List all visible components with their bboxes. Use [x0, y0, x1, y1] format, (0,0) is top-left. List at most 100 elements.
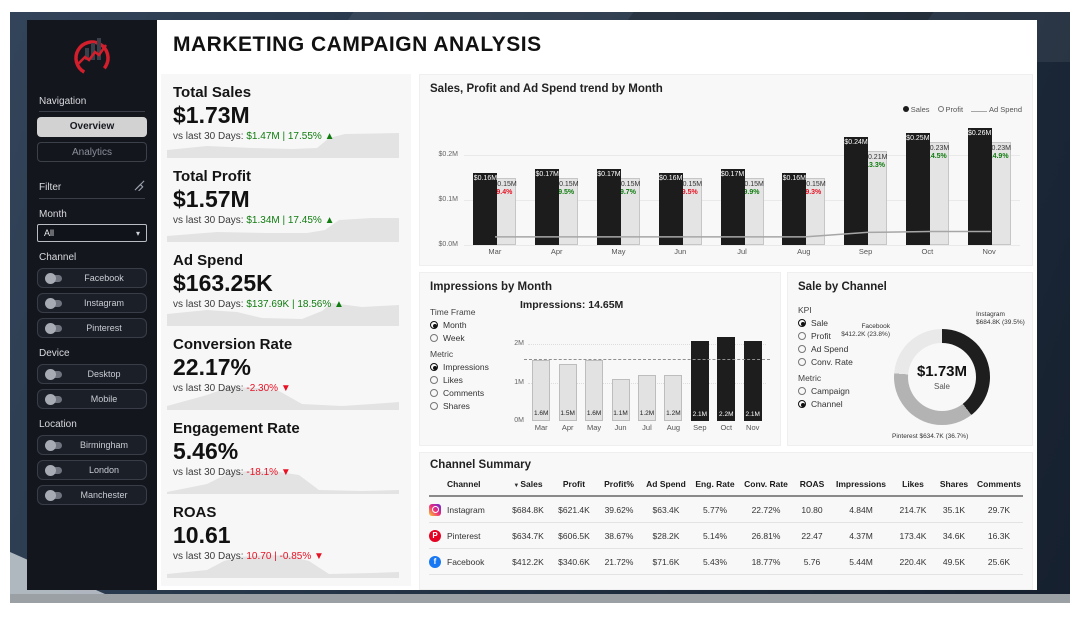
sales-bar[interactable]: $0.17M — [535, 168, 560, 245]
toggle-desktop[interactable]: Desktop — [37, 364, 147, 384]
impressions-x-axis: Mar Apr May Jun Jul Aug Sep Oct Nov — [528, 423, 766, 432]
month-select[interactable]: All ▾ — [37, 224, 147, 242]
clear-filter-icon[interactable] — [134, 180, 145, 194]
slice-amount: $412.2K (23.8%) — [841, 331, 890, 339]
metric-option-shares[interactable]: Shares — [430, 401, 516, 411]
sales-bar[interactable]: $0.16M — [658, 173, 683, 245]
impressions-bar[interactable]: 2.1M — [690, 340, 709, 421]
toggle-instagram[interactable]: Instagram — [37, 293, 147, 313]
profit-growth-label: 9.9% — [743, 188, 760, 196]
column-header-conv-rate[interactable]: Conv. Rate — [744, 479, 788, 489]
trend-month-group: $0.17M $0.15M 9.7% — [588, 119, 650, 245]
metric-option-channel[interactable]: Channel — [798, 399, 870, 409]
sales-bar[interactable]: $0.17M — [596, 168, 621, 245]
sales-bar-label: $0.26M — [967, 130, 992, 137]
radio-icon — [430, 389, 438, 397]
donut-chart[interactable]: $1.73M Sale — [894, 329, 990, 425]
x-axis-label: Apr — [550, 247, 563, 256]
table-row-facebook[interactable]: f Facebook $412.2K $340.6K 21.72% $71.6K 5.43%… — [429, 549, 1023, 575]
impressions-bar-column: 2.1M — [740, 331, 766, 421]
toggle-mobile[interactable]: Mobile — [37, 389, 147, 409]
column-header-likes[interactable]: Likes — [902, 479, 924, 489]
x-axis-label: Oct — [921, 247, 934, 256]
sales-bar[interactable]: $0.26M — [967, 128, 992, 245]
column-header-roas[interactable]: ROAS — [799, 479, 825, 489]
toggle-label: London — [88, 465, 120, 475]
metric-option-impressions[interactable]: Impressions — [430, 362, 516, 372]
table-cell: $71.6K — [652, 556, 680, 567]
nav-button-analytics[interactable]: Analytics — [37, 142, 147, 162]
channel-name-cell: Facebook — [447, 556, 485, 567]
impressions-bar[interactable]: 1.6M — [585, 359, 604, 421]
impressions-bar-label: 1.1M — [613, 410, 628, 417]
table-cell: 5.14% — [702, 530, 728, 541]
impressions-bar-label: 2.2M — [719, 411, 734, 418]
column-header-profit-[interactable]: Profit% — [604, 479, 634, 489]
metric-option-campaign[interactable]: Campaign — [798, 386, 870, 396]
table-cell: 5.44M — [849, 556, 873, 567]
table-cell: 21.72% — [604, 556, 634, 567]
column-header-sales[interactable]: ▼Sales — [513, 479, 543, 489]
time-frame-option-month[interactable]: Month — [430, 320, 516, 330]
column-header-profit[interactable]: Profit — [562, 479, 586, 489]
kpi-value: $163.25K — [173, 270, 273, 296]
toggle-facebook[interactable]: Facebook — [37, 268, 147, 288]
nav-button-overview[interactable]: Overview — [37, 117, 147, 137]
column-header-channel[interactable]: Channel — [447, 479, 481, 489]
column-header-shares[interactable]: Shares — [939, 479, 969, 489]
metric-option-likes[interactable]: Likes — [430, 375, 516, 385]
slice-label-facebook: Facebook $412.2K (23.8%) — [814, 323, 890, 340]
table-row-instagram[interactable]: Instagram $684.8K $621.4K 39.62% $63.4K 5.77%… — [429, 497, 1023, 523]
kpi-compare: vs last 30 Days: $1.47M | 17.55% ▲ — [173, 131, 411, 142]
time-frame-option-week[interactable]: Week — [430, 333, 516, 343]
impressions-bar[interactable]: 1.5M — [558, 363, 577, 421]
table-row-pinterest[interactable]: P Pinterest $634.7K $606.5K 38.67% $28.2K 5.14… — [429, 523, 1023, 549]
kpi-value: $1.73M — [173, 102, 250, 128]
kpi-option-sale[interactable]: Sale — [798, 318, 870, 328]
profit-bar-label: $0.15M — [740, 180, 764, 188]
impressions-bar-label: 2.1M — [692, 411, 708, 418]
impressions-bar[interactable]: 1.6M — [532, 359, 551, 421]
metric-option-comments[interactable]: Comments — [430, 388, 516, 398]
toggle-birmingham[interactable]: Birmingham — [37, 435, 147, 455]
sales-bar[interactable]: $0.17M — [720, 168, 745, 245]
impressions-bar-label: 1.5M — [560, 410, 575, 417]
sales-bar[interactable]: $0.25M — [905, 132, 930, 245]
impressions-bar-label: 1.6M — [533, 410, 549, 417]
sales-bar[interactable]: $0.24M — [844, 137, 869, 245]
kpi-option-conv-rate[interactable]: Conv. Rate — [798, 357, 870, 367]
profit-bar-label: $0.21M — [864, 153, 888, 161]
impressions-bar[interactable]: 2.1M — [743, 340, 762, 421]
sales-bar[interactable]: $0.16M — [782, 173, 807, 245]
column-header-impressions[interactable]: Impressions — [835, 479, 887, 489]
table-cell: 16.3K — [987, 530, 1011, 541]
column-header-eng-rate[interactable]: Eng. Rate — [695, 479, 735, 489]
toggle-manchester[interactable]: Manchester — [37, 485, 147, 505]
column-header-comments[interactable]: Comments — [977, 479, 1021, 489]
toggle-pinterest[interactable]: Pinterest — [37, 318, 147, 338]
impressions-bar[interactable]: 1.2M — [637, 375, 656, 421]
sales-bar[interactable]: $0.16M — [473, 173, 498, 245]
table-cell: $634.7K — [512, 530, 544, 541]
table-cell: $63.4K — [652, 504, 680, 515]
impressions-bar-column: 1.6M — [581, 331, 607, 421]
column-header-ad-spend[interactable]: Ad Spend — [646, 479, 686, 489]
table-cell: 220.4K — [899, 556, 927, 567]
toggle-switch-icon — [45, 322, 62, 334]
toggle-london[interactable]: London — [37, 460, 147, 480]
slice-name: Pinterest $634.7K (36.7%) — [892, 432, 969, 440]
radio-icon — [798, 332, 806, 340]
kpi-sparkline — [167, 218, 399, 242]
kpi-compare: vs last 30 Days: $137.69K | 18.56% ▲ — [173, 299, 411, 310]
dashboard-content: MARKETING CAMPAIGN ANALYSIS Total Sales $… — [157, 20, 1037, 590]
kpi-value: 5.46% — [173, 438, 239, 464]
kpi-sparkline — [167, 303, 399, 326]
channel-name-cell: Instagram — [447, 504, 485, 515]
impressions-bar[interactable]: 2.2M — [717, 336, 736, 421]
kpi-option-profit[interactable]: Profit — [798, 331, 870, 341]
impressions-bar[interactable]: 1.1M — [611, 378, 630, 421]
kpi-option-ad-spend[interactable]: Ad Spend — [798, 344, 870, 354]
radio-label: Profit — [811, 331, 831, 341]
toggle-switch-icon — [45, 368, 62, 380]
impressions-bar[interactable]: 1.2M — [664, 375, 683, 421]
